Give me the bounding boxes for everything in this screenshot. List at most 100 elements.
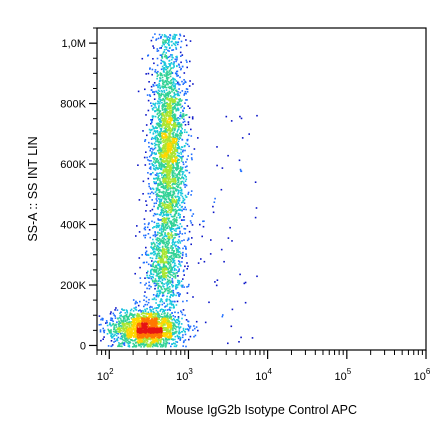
event-point [169,136,172,138]
event-point [139,316,142,318]
event-point [176,335,179,338]
event-point [150,314,153,317]
event-point [173,273,175,275]
event-point [156,177,159,180]
event-point [113,327,116,329]
event-point [182,155,184,158]
event-point [179,223,182,225]
event-point [178,147,181,150]
event-point [165,151,168,153]
event-point [177,250,179,253]
event-point [169,227,171,229]
event-point [103,331,105,334]
event-point [171,239,174,241]
event-point [156,158,158,160]
event-point [181,192,184,195]
event-point [119,337,122,340]
event-point [172,315,175,317]
event-point [166,141,169,143]
event-point [167,39,170,41]
event-point [178,145,180,148]
event-point [193,148,196,150]
event-point [148,277,150,279]
event-point [160,323,162,325]
event-point [151,121,153,124]
event-point [134,272,136,275]
event-point [169,164,171,167]
event-point [152,58,154,60]
event-point [164,210,166,213]
event-point [165,169,167,172]
event-point [123,342,126,344]
event-point [173,241,176,244]
event-point [167,106,169,108]
event-point [155,340,157,342]
event-point [166,177,169,180]
event-point [181,174,184,176]
event-point [162,342,165,344]
event-point [177,109,180,111]
event-point [185,176,187,178]
event-point [161,115,163,117]
event-point [163,290,166,293]
event-point [167,93,170,95]
event-point [141,318,143,320]
event-point [239,115,241,118]
event-point [162,324,165,326]
event-point [152,276,154,279]
event-point [172,172,175,174]
event-point [161,45,163,47]
event-point [170,201,173,204]
event-point [138,317,141,319]
event-point [161,160,163,162]
event-point [156,124,159,126]
event-point [151,115,154,117]
event-point [173,253,176,255]
event-point [157,270,159,272]
event-point [177,74,179,77]
event-point [181,336,184,339]
event-point [177,181,180,183]
event-point [161,251,164,253]
event-point [171,163,174,165]
event-point [133,339,136,342]
event-point [154,213,157,216]
event-point [180,55,182,57]
event-point [162,332,164,335]
event-point [110,329,112,331]
event-point [165,117,168,120]
event-point [157,304,159,306]
event-point [175,248,178,250]
event-point [239,273,241,276]
event-point [145,210,147,212]
event-point [167,185,170,187]
event-point [169,85,171,88]
event-point [181,168,183,171]
event-point [255,207,258,209]
event-point [177,239,180,241]
event-point [174,272,176,275]
event-point [147,313,150,315]
event-point [105,320,108,322]
event-point [174,128,176,131]
event-point [117,328,120,331]
event-point [129,322,131,325]
event-point [178,152,180,155]
event-point [159,96,161,99]
event-point [169,131,171,133]
event-point [182,176,185,179]
event-point [162,179,165,182]
event-point [157,245,159,248]
event-point [177,311,179,314]
event-point [186,169,188,172]
event-point [171,176,174,178]
event-point [165,83,167,86]
event-point [124,312,127,314]
event-point [176,147,179,149]
event-point [156,247,158,249]
event-point [162,316,164,319]
event-point [145,344,148,346]
event-point [166,312,169,314]
event-point [177,125,180,128]
event-point [150,316,152,318]
